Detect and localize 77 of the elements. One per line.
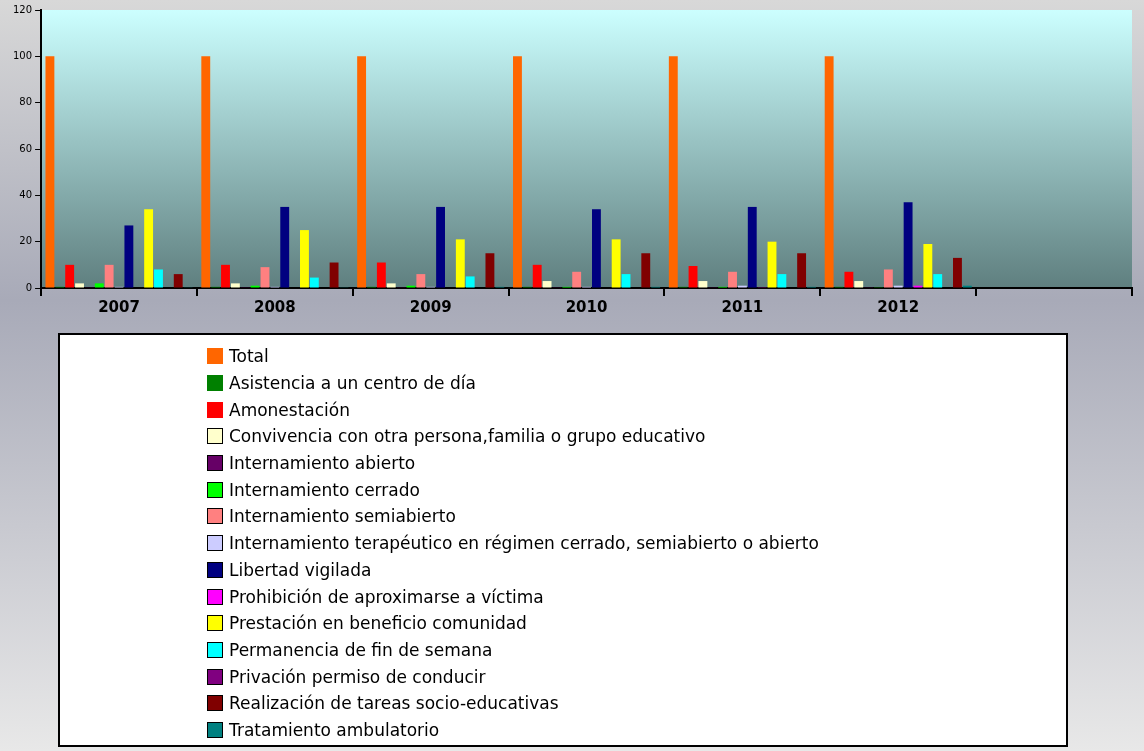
legend-label: Privación permiso de conducir bbox=[229, 666, 486, 687]
bar bbox=[923, 243, 933, 288]
legend-label: Internamiento abierto bbox=[229, 453, 416, 474]
legend-label: Internamiento semiabierto bbox=[229, 506, 456, 527]
y-tick-label: 120 bbox=[12, 3, 33, 15]
bar bbox=[513, 56, 522, 288]
bar bbox=[45, 56, 55, 288]
x-tick-label: 2008 bbox=[253, 297, 296, 316]
bar bbox=[465, 276, 475, 288]
y-tick-label: 100 bbox=[12, 49, 33, 61]
bar bbox=[668, 56, 678, 288]
x-tick-label: 2012 bbox=[877, 297, 920, 316]
bar bbox=[532, 264, 542, 288]
bar bbox=[542, 281, 552, 288]
legend-label: Prohibición de aproximarse a víctima bbox=[229, 586, 544, 607]
legend-label: Internamiento cerrado bbox=[229, 479, 420, 500]
bar bbox=[221, 264, 230, 288]
bar bbox=[455, 239, 465, 288]
bar bbox=[376, 262, 386, 288]
y-tick-label: 0 bbox=[25, 281, 33, 293]
bar bbox=[75, 283, 84, 288]
bar bbox=[357, 56, 367, 288]
bar bbox=[933, 274, 943, 288]
x-tick-label: 2007 bbox=[98, 297, 140, 316]
bar bbox=[621, 274, 631, 288]
x-tick-label: 2011 bbox=[721, 297, 764, 316]
x-tick-label: 2010 bbox=[565, 297, 608, 316]
y-tick-label: 60 bbox=[19, 142, 33, 154]
legend-label: Libertad vigilada bbox=[229, 559, 372, 580]
bar bbox=[280, 206, 290, 288]
bar bbox=[386, 283, 396, 288]
legend-label: Convivencia con otra persona,familia o grupo educativo bbox=[229, 426, 706, 447]
legend-label: Total bbox=[229, 346, 269, 367]
bar bbox=[747, 206, 757, 288]
legend-label: Permanencia de fin de semana bbox=[229, 639, 493, 660]
bar bbox=[844, 271, 854, 288]
legend-label: Realización de tareas socio-educativas bbox=[229, 693, 559, 714]
bar bbox=[572, 271, 582, 288]
bar bbox=[854, 281, 864, 288]
bar bbox=[485, 253, 495, 288]
x-tick-label: 2009 bbox=[409, 297, 452, 316]
bar bbox=[124, 225, 134, 288]
y-tick-label: 80 bbox=[19, 96, 33, 108]
bar bbox=[329, 262, 339, 288]
bar bbox=[903, 202, 913, 288]
bar bbox=[300, 230, 309, 288]
bar bbox=[94, 283, 104, 288]
bar bbox=[230, 283, 240, 288]
bar bbox=[260, 267, 270, 288]
bar bbox=[824, 56, 834, 288]
bar bbox=[144, 209, 154, 288]
bar bbox=[611, 239, 621, 288]
bar bbox=[591, 209, 601, 288]
bar bbox=[698, 281, 708, 288]
bar bbox=[104, 264, 114, 288]
legend-label: Prestación en beneficio comunidad bbox=[229, 613, 527, 634]
bar bbox=[641, 253, 651, 288]
bar bbox=[154, 269, 163, 288]
bar bbox=[777, 274, 787, 288]
legend-label: Tratamiento ambulatorio bbox=[229, 719, 440, 740]
legend-label: Amonestación bbox=[229, 399, 351, 420]
bar bbox=[688, 265, 698, 288]
bar bbox=[65, 264, 75, 288]
bar bbox=[953, 257, 962, 288]
y-tick-label: 20 bbox=[19, 235, 33, 247]
bar bbox=[797, 253, 807, 288]
bar bbox=[416, 274, 426, 288]
bar bbox=[436, 206, 446, 288]
bar bbox=[309, 277, 319, 288]
bar bbox=[728, 271, 737, 288]
y-tick-label: 40 bbox=[19, 188, 33, 200]
legend-label: Asistencia a un centro de día bbox=[229, 373, 476, 394]
legend-label: Internamiento terapéutico en régimen cerrado, semiabierto o abierto bbox=[229, 533, 819, 554]
bar bbox=[201, 56, 211, 288]
bar bbox=[767, 241, 777, 288]
bar bbox=[173, 274, 183, 288]
bar bbox=[883, 269, 893, 288]
